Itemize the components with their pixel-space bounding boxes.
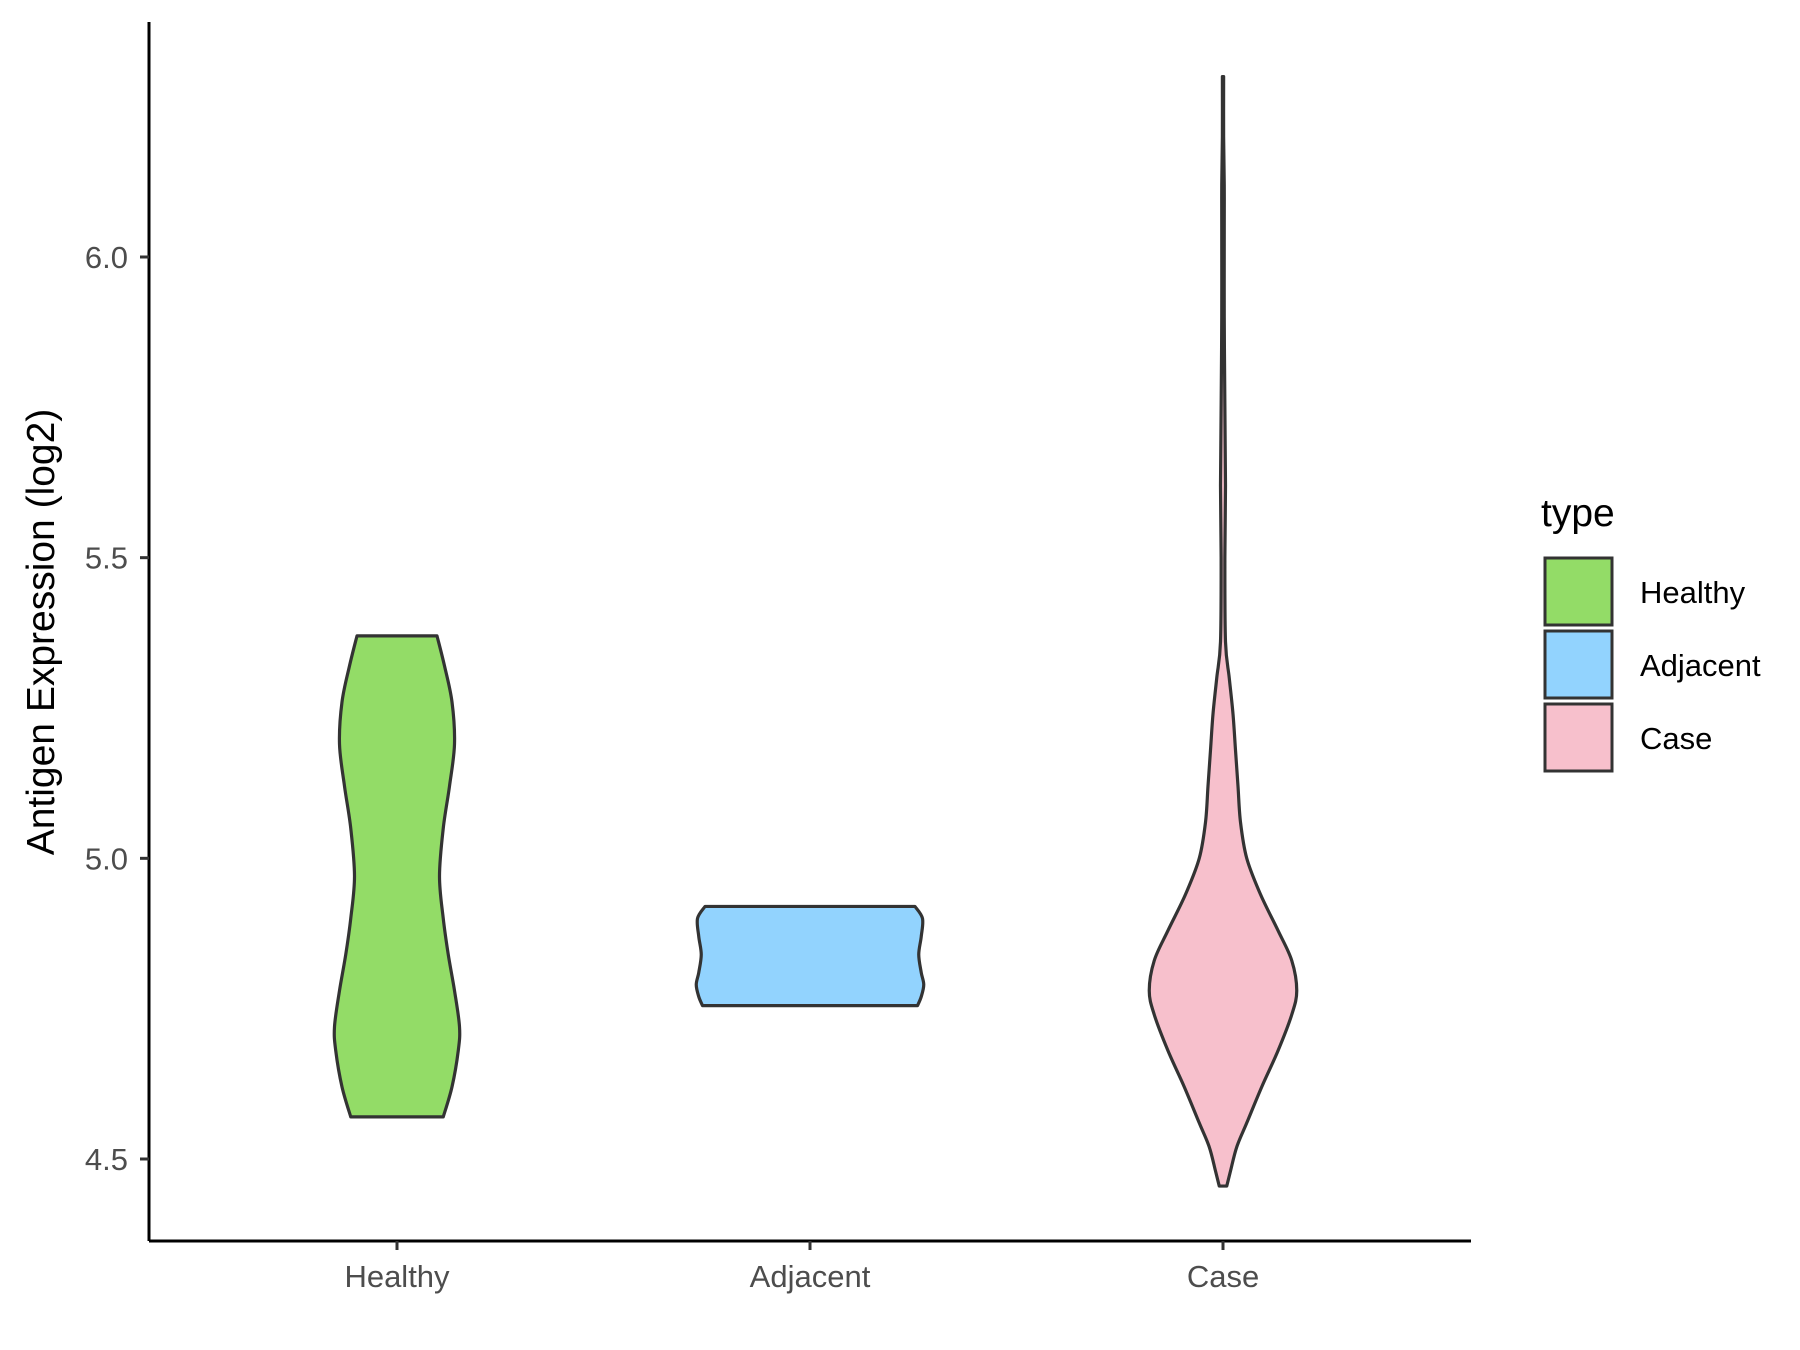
y-ticks: 4.5 5.0 5.5 6.0 [85, 240, 149, 1177]
legend-label-adjacent: Adjacent [1640, 648, 1761, 683]
x-tick-label: Healthy [344, 1259, 450, 1294]
x-tick-label: Adjacent [750, 1259, 871, 1294]
violin-healthy [332, 634, 462, 1119]
legend: type Healthy Adjacent Case [1541, 492, 1761, 773]
legend-swatch-healthy [1543, 556, 1614, 627]
y-tick-label: 5.0 [85, 841, 128, 876]
violin-case [1147, 75, 1299, 1188]
legend-title: type [1541, 492, 1615, 535]
violin-adjacent [694, 904, 926, 1008]
violin-layer [332, 75, 1299, 1188]
legend-label-case: Case [1640, 721, 1712, 756]
legend-label-healthy: Healthy [1640, 575, 1746, 610]
y-tick-label: 5.5 [85, 541, 128, 576]
legend-swatch-case [1543, 702, 1614, 773]
legend-swatch-adjacent [1543, 629, 1614, 700]
y-tick-label: 6.0 [85, 240, 128, 275]
y-tick-label: 4.5 [85, 1142, 128, 1177]
y-axis-title: Antigen Expression (log2) [20, 409, 63, 856]
x-tick-label: Case [1187, 1259, 1259, 1294]
x-ticks: Healthy Adjacent Case [344, 1241, 1259, 1294]
